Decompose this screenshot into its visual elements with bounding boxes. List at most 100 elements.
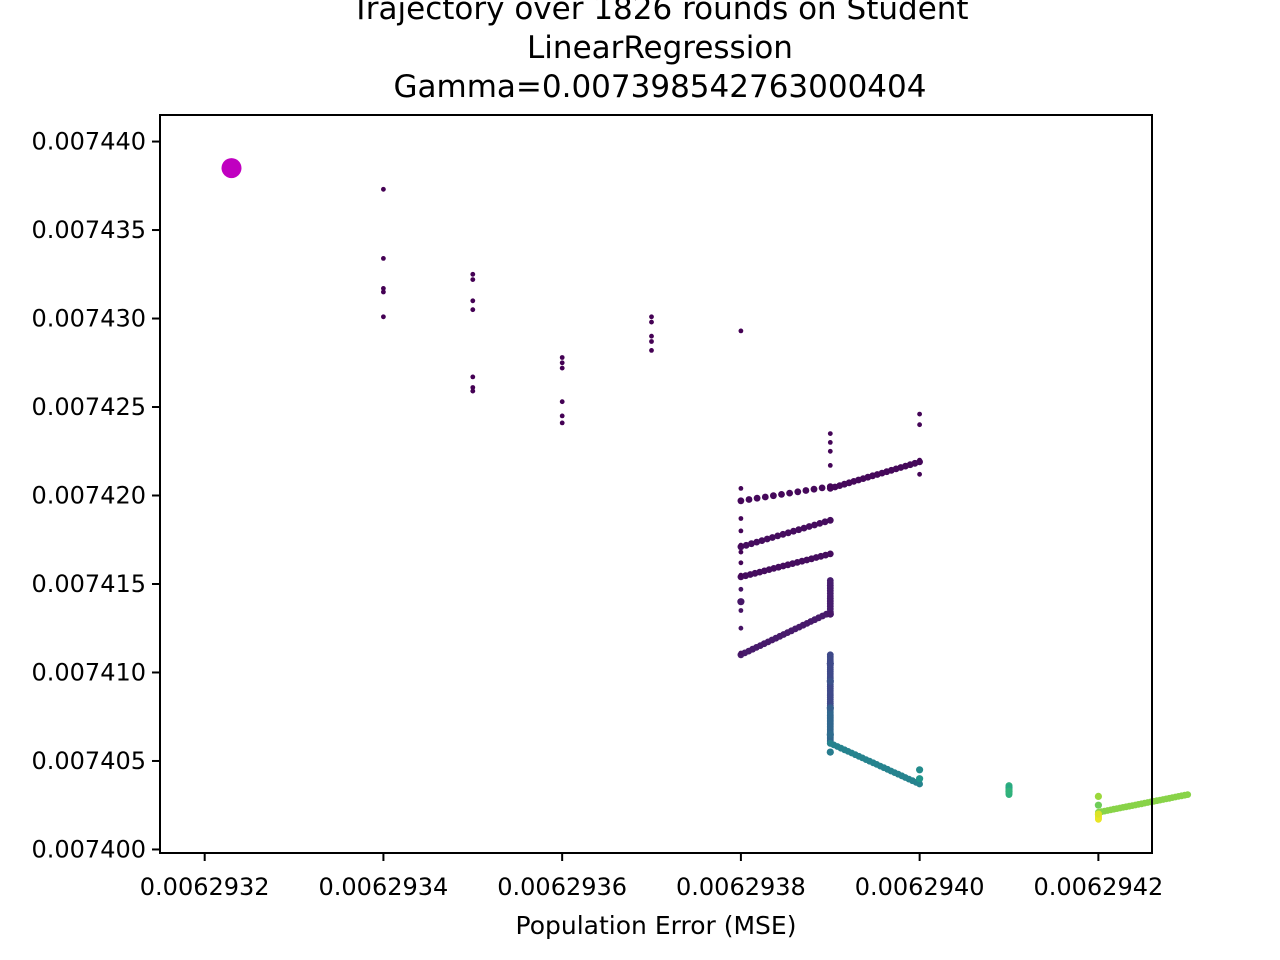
x-tick-label: 0.0062938 <box>676 873 806 901</box>
data-point <box>381 286 386 291</box>
data-point <box>470 298 476 304</box>
data-point <box>381 314 386 320</box>
data-point <box>1005 787 1013 795</box>
chart-title-line-3: Gamma=0.007398542763000404 <box>393 69 927 105</box>
data-point <box>753 494 761 502</box>
data-point <box>917 411 922 417</box>
data-point <box>738 486 744 491</box>
x-tick-label: 0.0062942 <box>1033 873 1163 901</box>
data-point <box>381 256 386 261</box>
data-point <box>470 307 476 313</box>
data-point <box>826 516 834 524</box>
data-point <box>745 496 753 503</box>
data-point <box>470 374 476 380</box>
data-point <box>470 277 476 282</box>
data-point <box>761 493 769 501</box>
x-tick-label: 0.0062940 <box>855 873 985 901</box>
data-point <box>649 333 654 339</box>
data-point <box>810 485 818 493</box>
data-point <box>827 484 833 490</box>
data-points <box>221 158 1192 823</box>
data-point <box>381 186 386 192</box>
data-point <box>811 521 818 529</box>
data-point <box>770 492 777 500</box>
data-point <box>778 491 785 498</box>
data-point <box>826 610 834 618</box>
data-point <box>738 572 744 578</box>
data-point <box>917 471 922 477</box>
data-point <box>559 365 565 371</box>
data-point <box>738 549 744 555</box>
data-point <box>917 457 922 463</box>
chart-title-line-2: LinearRegression <box>527 30 793 66</box>
data-point <box>738 542 744 548</box>
data-point <box>738 608 744 613</box>
data-point <box>794 488 802 496</box>
data-point <box>790 527 797 535</box>
data-point <box>774 532 782 540</box>
y-axis-ticks: 0.007400 0.007405 0.007410 0.007415 0.007420… <box>31 128 160 863</box>
data-point <box>649 339 654 344</box>
data-point <box>800 524 808 532</box>
y-tick-label: 0.007435 <box>31 216 146 244</box>
x-tick-label: 0.0062932 <box>140 873 270 901</box>
y-tick-label: 0.007400 <box>31 835 146 863</box>
data-point <box>742 541 750 549</box>
y-tick-label: 0.007410 <box>31 658 146 686</box>
data-point <box>559 360 565 366</box>
y-tick-label: 0.007405 <box>31 747 146 775</box>
data-point <box>470 385 476 390</box>
data-point <box>559 413 565 419</box>
data-point <box>738 586 744 592</box>
x-tick-label: 0.0062934 <box>319 873 449 901</box>
data-point <box>470 388 476 394</box>
data-point <box>916 775 924 783</box>
chart-title-line-1: Trajectory over 1826 rounds on Student <box>351 0 969 27</box>
data-point <box>738 650 744 656</box>
data-point <box>827 431 833 436</box>
x-tick-label: 0.0062936 <box>497 873 627 901</box>
data-point <box>821 518 829 526</box>
data-point <box>737 598 745 606</box>
data-point <box>738 516 744 521</box>
data-point <box>738 625 744 631</box>
data-point <box>470 271 476 277</box>
data-point <box>826 677 834 685</box>
data-point <box>818 484 826 492</box>
data-point <box>826 577 834 584</box>
data-point <box>738 498 744 504</box>
data-point <box>738 528 744 534</box>
data-point <box>816 520 824 527</box>
data-point <box>738 560 744 566</box>
data-point <box>738 328 744 334</box>
data-point <box>559 399 565 405</box>
data-point <box>916 766 924 774</box>
data-point <box>763 535 771 543</box>
x-axis-label: Population Error (MSE) <box>516 911 797 940</box>
x-axis-ticks: 0.0062932 0.0062934 0.0062936 0.0062938 0.00… <box>140 853 1163 901</box>
y-tick-label: 0.007415 <box>31 570 146 598</box>
data-point <box>786 489 793 497</box>
y-tick-label: 0.007425 <box>31 393 146 421</box>
data-point <box>381 289 386 295</box>
start-point-marker <box>221 158 242 179</box>
data-point <box>826 730 834 739</box>
data-point <box>758 537 766 544</box>
data-point <box>827 463 833 468</box>
y-tick-label: 0.007430 <box>31 305 146 333</box>
data-point <box>826 660 834 668</box>
data-point <box>559 355 565 360</box>
y-tick-label: 0.007440 <box>31 128 146 156</box>
data-point <box>827 440 833 445</box>
data-point <box>827 448 833 454</box>
data-point <box>916 780 923 788</box>
data-point <box>649 348 654 353</box>
data-point <box>826 748 834 756</box>
data-point <box>795 526 803 534</box>
data-point <box>826 704 834 712</box>
data-point <box>784 529 792 537</box>
data-point <box>917 422 922 428</box>
data-point <box>802 487 810 494</box>
data-point <box>649 319 654 325</box>
